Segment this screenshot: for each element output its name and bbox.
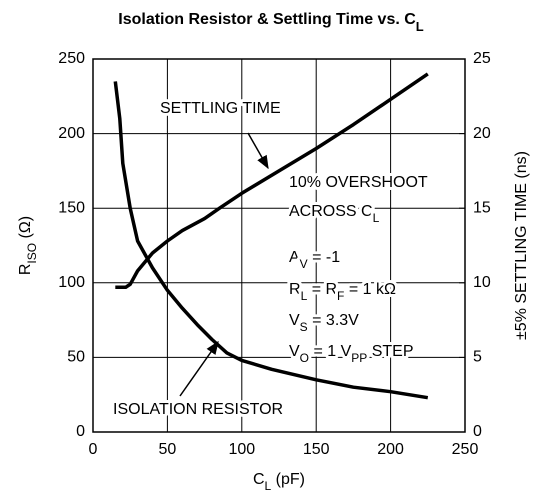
annotation: RL = RF = 1 kΩ [289,281,396,303]
annotation: AV = -1 [289,249,340,271]
subscript: L [416,19,424,34]
text-part: (pF) [271,471,305,488]
x-tick-label: 50 [159,441,177,458]
annotation: VS = 3.3V [289,312,359,334]
y-tick-label: 250 [58,50,85,67]
text-part: 10% OVERSHOOT [289,174,428,191]
y2-tick-label: 5 [473,349,482,366]
annotation: VO = 1 VPP STEP [289,343,414,365]
text-part: = 1 V [309,343,352,360]
text-part: ACROSS C [289,203,373,220]
text-part: = R [307,281,337,298]
text-part: = 3.3V [308,312,359,329]
y-axis-label: RISO (Ω) [17,216,39,275]
series-line [113,81,429,400]
y-tick-label: 200 [58,125,85,142]
series-label: SETTLING TIME [160,100,281,117]
plot-frame [92,58,466,433]
text-part: R [17,264,34,276]
arrow [179,340,219,397]
subscript: L [373,211,380,225]
subscript: ISO [25,243,39,264]
text-part: = -1 [308,249,341,266]
y2-axis-label: ±5% SETTLING TIME (ns) [513,151,530,340]
text-part: C [253,471,265,488]
text-part: (Ω) [17,216,34,243]
x-tick-label: 250 [452,441,479,458]
y-tick-label: 50 [67,349,85,366]
text-part: A [289,249,300,266]
chart-title: Isolation Resistor & Settling Time vs. C… [118,11,424,34]
subscript: PP [351,351,367,365]
y-tick-label: 150 [58,199,85,216]
series-lines [113,72,429,400]
y-tick-label: 0 [76,423,85,440]
subscript: V [300,257,308,271]
y-tick-label: 100 [58,274,85,291]
subscript: L [265,479,272,493]
y2-tick-label: 15 [473,199,491,216]
labels: Isolation Resistor & Settling Time vs. C… [17,11,530,493]
text-part: STEP [367,343,413,360]
subscript: F [337,289,344,303]
x-tick-label: 200 [377,441,404,458]
text-part: R [289,281,301,298]
x-tick-label: 100 [228,441,255,458]
x-axis-label: CL (pF) [253,471,305,493]
text-part: Isolation Resistor & Settling Time vs. C [118,11,416,28]
y2-tick-label: 0 [473,423,482,440]
subscript: O [300,351,309,365]
subscript: S [300,320,308,334]
annotation: 10% OVERSHOOT [289,174,428,191]
arrow [247,132,269,170]
text-part: ±5% SETTLING TIME (ns) [513,151,530,340]
x-tick-label: 150 [303,441,330,458]
y2-tick-label: 25 [473,50,491,67]
y2-tick-label: 10 [473,274,491,291]
series-label: ISOLATION RESISTOR [113,401,283,418]
y2-tick-label: 20 [473,125,491,142]
text-part: = 1 kΩ [344,281,396,298]
x-tick-label: 0 [89,441,98,458]
annotation: ACROSS CL [289,203,380,225]
text-part: V [289,343,300,360]
text-part: V [289,312,300,329]
series-line [115,72,429,290]
